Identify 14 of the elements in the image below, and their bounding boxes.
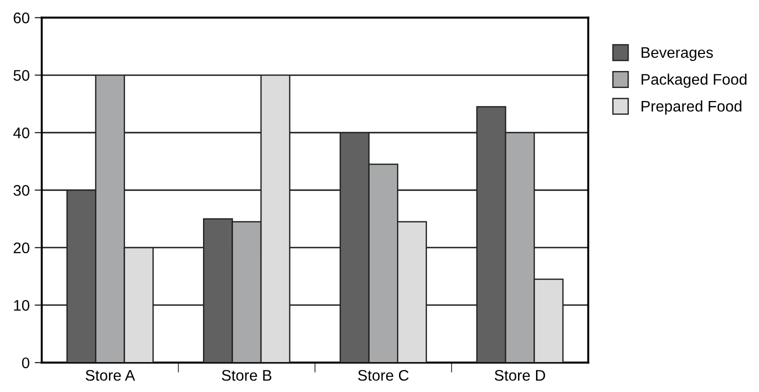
y-tick-label: 20 (14, 242, 30, 254)
legend-label: Packaged Food (642, 74, 746, 88)
y-tick-label: 40 (13, 127, 30, 138)
y-tick-label: 10 (14, 300, 30, 311)
y-tick-label: 30 (14, 184, 30, 196)
x-tick-label: Store B (222, 370, 272, 381)
x-tick-label: Store C (358, 370, 409, 381)
legend-label: Prepared Food (642, 100, 742, 115)
legend-label: Beverages (642, 47, 713, 61)
y-tick-label: 60 (14, 12, 30, 24)
y-tick-label: 50 (14, 70, 30, 81)
x-tick-label: Store D (494, 370, 546, 381)
x-tick-label: Store A (86, 370, 136, 381)
y-tick-label: 0 (22, 357, 30, 368)
